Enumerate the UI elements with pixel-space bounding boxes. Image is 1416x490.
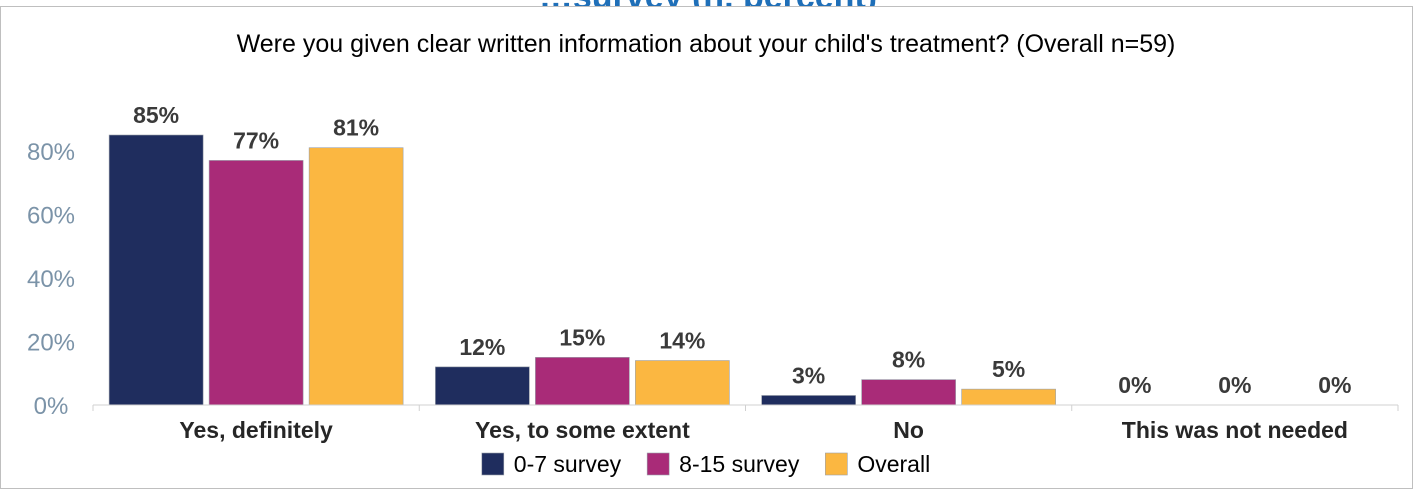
legend-item-8-15-survey: 8-15 survey bbox=[646, 451, 800, 477]
y-tick-label-80: 80% bbox=[27, 139, 75, 166]
x-axis: Yes, definitely Yes, to some extent No This… bbox=[92, 404, 1399, 443]
legend-swatch-0-7-survey bbox=[481, 452, 505, 476]
bars bbox=[108, 134, 1056, 406]
data-label-overall-yes-definitely: 81% bbox=[333, 115, 379, 141]
legend: 0-7 survey 8-15 survey Overall bbox=[481, 451, 930, 477]
data-label-0-7-survey-yes-to-some-extent: 12% bbox=[459, 334, 505, 360]
y-tick-label-20: 20% bbox=[27, 329, 75, 356]
x-tick-label-no: No bbox=[893, 417, 924, 443]
bar-0-7-survey-yes-definitely bbox=[108, 134, 204, 406]
legend-label-overall: Overall bbox=[857, 451, 930, 477]
data-label-8-15-survey-this-was-not-needed: 0% bbox=[1218, 372, 1251, 398]
legend-item-overall: Overall bbox=[825, 451, 930, 477]
data-label-8-15-survey-no: 8% bbox=[892, 347, 925, 373]
bar-0-7-survey-yes-to-some-extent bbox=[435, 366, 530, 406]
data-labels: 85% 77% 81% 12% 15% 14% 3% 8% 5% 0% 0% 0% bbox=[133, 102, 1351, 398]
data-label-0-7-survey-this-was-not-needed: 0% bbox=[1118, 372, 1151, 398]
data-label-8-15-survey-yes-to-some-extent: 15% bbox=[559, 324, 605, 350]
bar-8-15-survey-no bbox=[861, 379, 956, 406]
x-tick-label-yes-to-some-extent: Yes, to some extent bbox=[475, 417, 690, 443]
legend-item-0-7-survey: 0-7 survey bbox=[481, 451, 622, 477]
data-label-0-7-survey-yes-definitely: 85% bbox=[133, 102, 179, 128]
legend-swatch-overall bbox=[825, 452, 848, 476]
data-label-8-15-survey-yes-definitely: 77% bbox=[233, 127, 279, 153]
y-axis: 0% 20% 40% 60% 80% bbox=[27, 139, 75, 420]
bar-8-15-survey-yes-to-some-extent bbox=[535, 357, 630, 406]
data-label-overall-yes-to-some-extent: 14% bbox=[659, 328, 705, 354]
legend-swatch-8-15-survey bbox=[646, 452, 670, 476]
bar-chart: Were you given clear written information… bbox=[27, 30, 1399, 477]
data-label-overall-this-was-not-needed: 0% bbox=[1318, 372, 1351, 398]
bar-overall-yes-to-some-extent bbox=[635, 360, 730, 406]
x-tick-label-yes-definitely: Yes, definitely bbox=[179, 417, 333, 443]
data-label-0-7-survey-no: 3% bbox=[792, 362, 825, 388]
chart-title: Were you given clear written information… bbox=[237, 30, 1176, 58]
y-tick-label-60: 60% bbox=[27, 202, 75, 229]
legend-label-0-7-survey: 0-7 survey bbox=[514, 451, 622, 477]
y-tick-label-40: 40% bbox=[27, 266, 75, 293]
bar-overall-yes-definitely bbox=[308, 147, 404, 406]
data-label-overall-no: 5% bbox=[992, 356, 1025, 382]
x-tick-label-this-was-not-needed: This was not needed bbox=[1122, 417, 1348, 443]
chart-frame: Were you given clear written information… bbox=[0, 6, 1413, 489]
bar-8-15-survey-yes-definitely bbox=[208, 160, 304, 406]
bar-0-7-survey-no bbox=[761, 395, 856, 406]
y-tick-label-0: 0% bbox=[34, 393, 69, 420]
legend-label-8-15-survey: 8-15 survey bbox=[679, 451, 800, 477]
bar-overall-no bbox=[961, 388, 1056, 406]
